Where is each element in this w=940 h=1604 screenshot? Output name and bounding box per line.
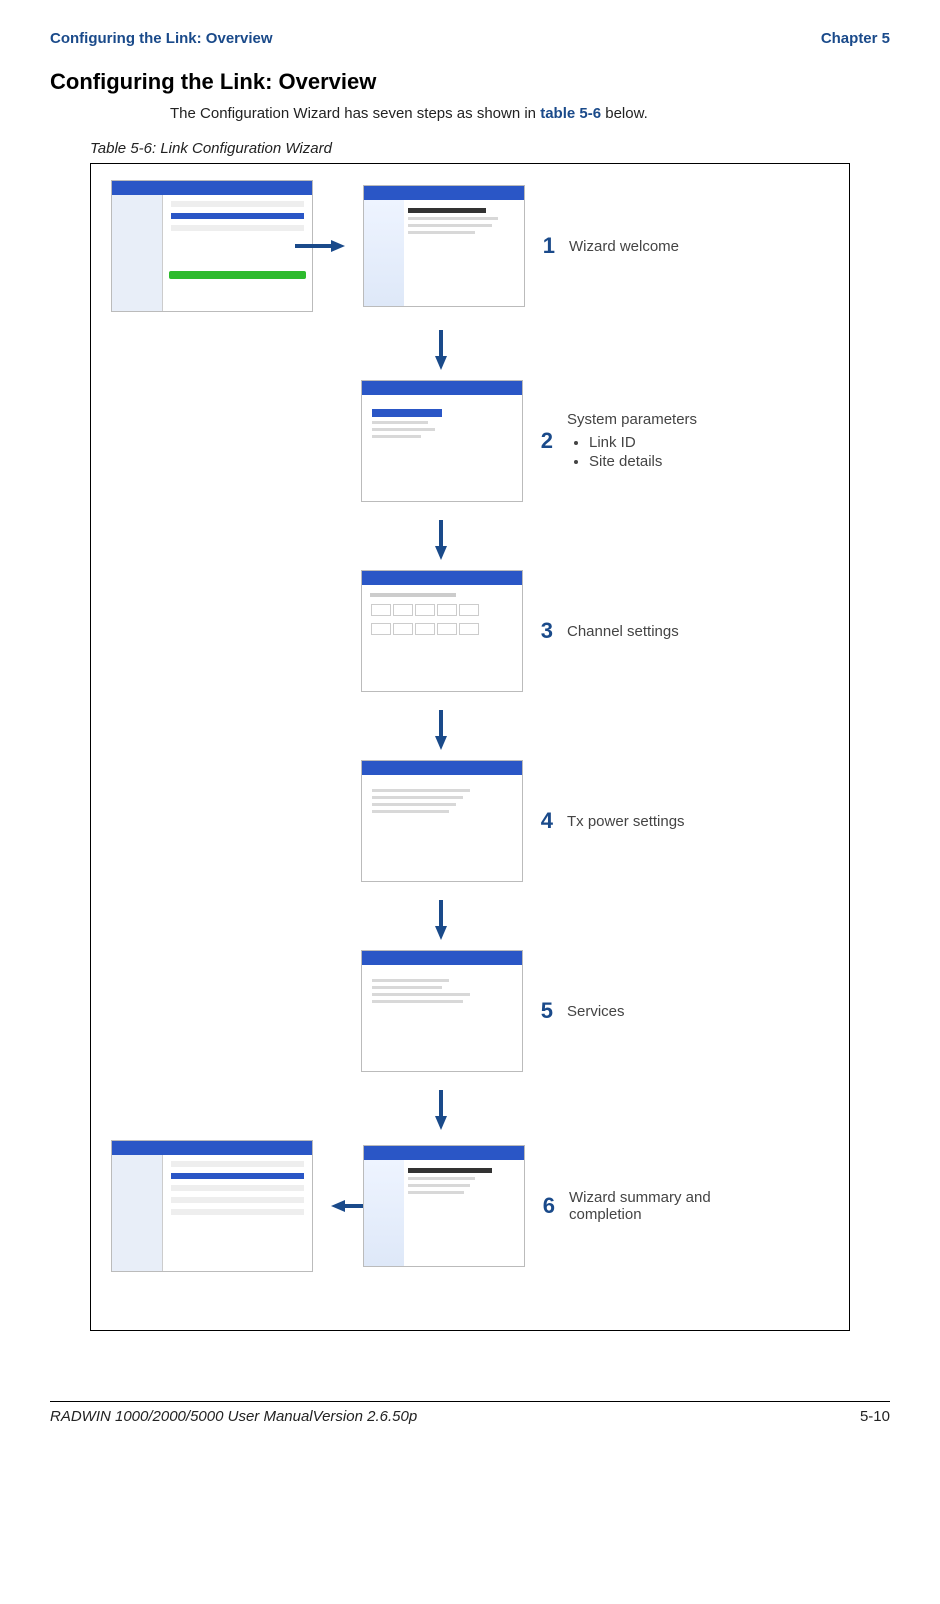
wizard-diagram-box: 1 Wizard welcome 2 System parameters <box>90 163 850 1331</box>
step6-thumbnail <box>363 1145 525 1267</box>
intro-pre: The Configuration Wizard has seven steps… <box>170 105 540 122</box>
page-footer: RADWIN 1000/2000/5000 User ManualVersion… <box>0 1402 940 1455</box>
step1-thumbnail <box>363 185 525 307</box>
step5-number: 5 <box>523 998 553 1024</box>
step4-thumbnail <box>361 760 523 882</box>
step6-number: 6 <box>525 1193 555 1219</box>
footer-page-number: 5-10 <box>860 1408 890 1425</box>
arrow-down-icon <box>435 1116 447 1130</box>
step2-number: 2 <box>523 428 553 454</box>
main-app-screenshot <box>111 180 313 312</box>
table-reference-link[interactable]: table 5-6 <box>540 105 601 122</box>
arrow-down-icon <box>435 546 447 560</box>
step5-label: Services <box>567 1003 625 1020</box>
step5-thumbnail <box>361 950 523 1072</box>
arrow-down-icon <box>435 356 447 370</box>
header-left: Configuring the Link: Overview <box>50 30 273 47</box>
arrow-left-icon <box>331 1200 345 1212</box>
intro-post: below. <box>601 105 648 122</box>
step2-bullet1: Link ID <box>589 434 697 451</box>
step2-bullet2: Site details <box>589 453 697 470</box>
arrow-right-icon <box>331 240 345 252</box>
step2-thumbnail <box>361 380 523 502</box>
footer-left: RADWIN 1000/2000/5000 User ManualVersion… <box>50 1408 417 1425</box>
step6-label: Wizard summary and completion <box>569 1189 749 1223</box>
step3-label: Channel settings <box>567 623 679 640</box>
table-caption: Table 5-6: Link Configuration Wizard <box>90 140 890 157</box>
step1-label: Wizard welcome <box>569 238 679 255</box>
step3-thumbnail <box>361 570 523 692</box>
arrow-down-icon <box>435 736 447 750</box>
step3-number: 3 <box>523 618 553 644</box>
step4-number: 4 <box>523 808 553 834</box>
main-app-screenshot-end <box>111 1140 313 1272</box>
arrow-down-icon <box>435 926 447 940</box>
step1-number: 1 <box>525 233 555 259</box>
section-title: Configuring the Link: Overview <box>50 69 890 95</box>
step4-label: Tx power settings <box>567 813 685 830</box>
step2-title: System parameters <box>567 411 697 428</box>
intro-paragraph: The Configuration Wizard has seven steps… <box>170 105 890 122</box>
header-right: Chapter 5 <box>821 30 890 47</box>
step2-label: System parameters Link ID Site details <box>567 411 697 472</box>
page-header: Configuring the Link: Overview Chapter 5 <box>50 30 890 47</box>
